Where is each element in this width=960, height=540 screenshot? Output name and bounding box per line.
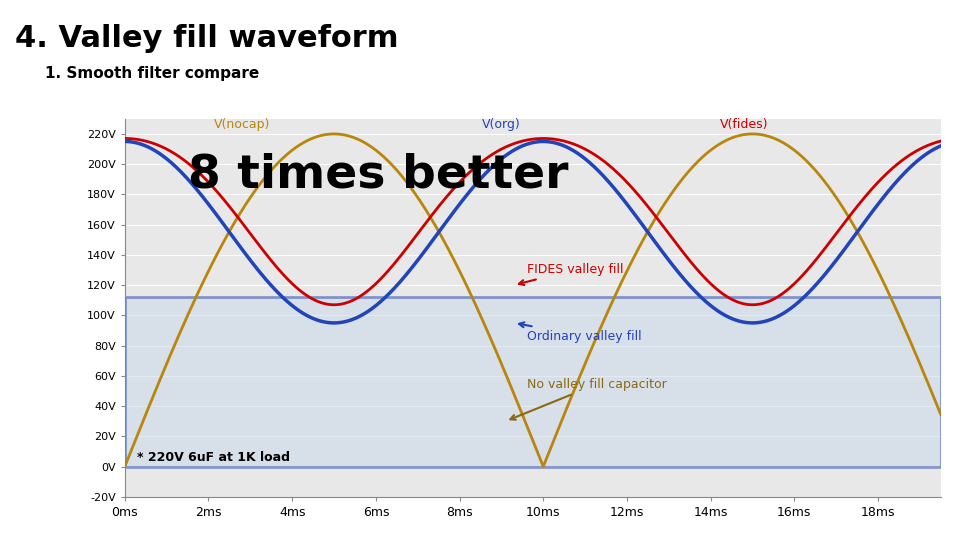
- Text: V(org): V(org): [482, 118, 520, 131]
- Text: V(fides): V(fides): [720, 118, 768, 131]
- V(nocap): [762, 133, 774, 139]
- Line: V(nocap): V(nocap): [125, 134, 941, 467]
- Line: V(org): V(org): [125, 141, 941, 323]
- V(nocap): [494, 357, 506, 363]
- Text: V(nocap): V(nocap): [214, 118, 270, 131]
- V(fides): [747, 301, 758, 308]
- Text: Ordinary valley fill: Ordinary valley fill: [519, 322, 641, 342]
- V(fides): [516, 138, 527, 145]
- Text: 8 times better: 8 times better: [187, 152, 568, 197]
- V(org): [935, 143, 947, 149]
- Text: FIDES valley fill: FIDES valley fill: [519, 263, 623, 285]
- V(nocap): [747, 131, 758, 137]
- Text: No valley fill capacitor: No valley fill capacitor: [511, 378, 666, 420]
- V(fides): [762, 299, 774, 305]
- V(fides): [494, 147, 506, 153]
- V(fides): [911, 147, 923, 154]
- Text: 4. Valley fill waveform: 4. Valley fill waveform: [15, 24, 398, 53]
- V(org): [762, 318, 774, 324]
- Text: 1. Smooth filter compare: 1. Smooth filter compare: [45, 66, 259, 81]
- V(nocap): [160, 361, 172, 368]
- V(nocap): [119, 463, 131, 470]
- V(org): [911, 158, 923, 164]
- Bar: [125, 297, 941, 467]
- V(org): [119, 138, 131, 145]
- V(org): [494, 157, 506, 163]
- V(fides): [160, 146, 172, 152]
- V(org): [747, 320, 758, 326]
- V(nocap): [516, 409, 527, 416]
- V(nocap): [935, 411, 947, 418]
- Text: * 220V 6uF at 1K load: * 220V 6uF at 1K load: [137, 450, 290, 463]
- V(org): [912, 158, 924, 164]
- V(nocap): [912, 355, 924, 361]
- V(fides): [119, 135, 131, 141]
- V(fides): [912, 147, 924, 153]
- Line: V(fides): V(fides): [125, 138, 941, 305]
- V(fides): [935, 138, 947, 144]
- V(org): [516, 143, 527, 150]
- V(org): [160, 156, 172, 162]
- V(nocap): [911, 354, 923, 361]
